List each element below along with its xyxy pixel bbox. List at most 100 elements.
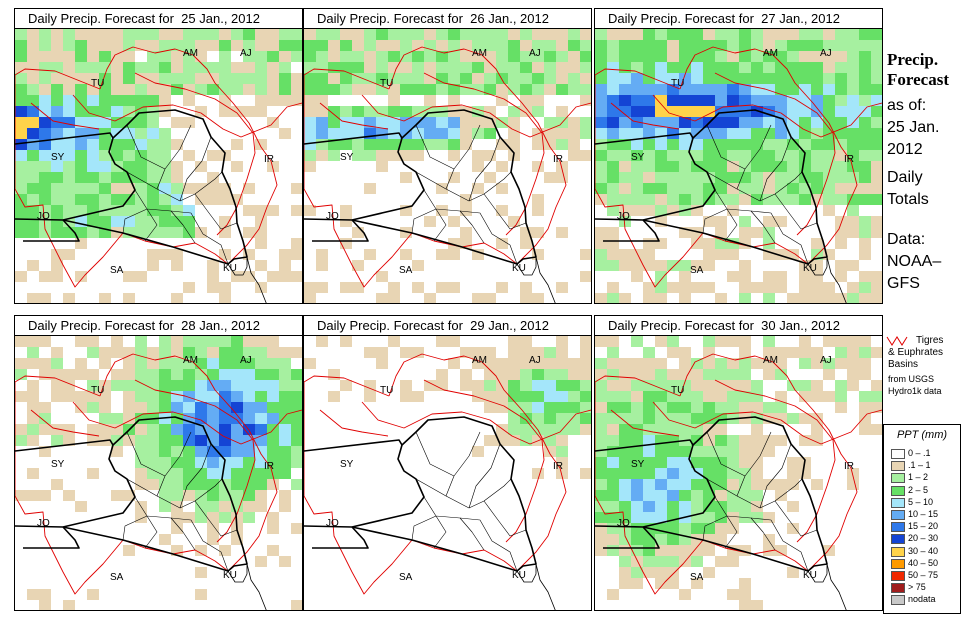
country-label: SY [340, 459, 354, 470]
legend-label: .1 – 1 [908, 460, 931, 471]
country-label: TU [671, 385, 684, 396]
legend-label: 50 – 75 [908, 570, 939, 580]
legend-swatch [891, 522, 905, 533]
legend-title: PPT (mm) [896, 429, 948, 441]
country-label: SY [631, 152, 645, 163]
legend-swatch [891, 510, 905, 520]
country-label: AM [472, 48, 487, 59]
sidebar-totals: Daily Totals [887, 169, 929, 208]
country-label: TU [91, 385, 104, 396]
country-label: IR [553, 461, 563, 472]
country-label: JO [617, 518, 630, 529]
country-label: IR [844, 154, 854, 165]
legend-swatch [891, 595, 905, 606]
panel-title: Daily Precip. Forecast for 27 Jan., 2012 [595, 9, 882, 29]
country-label: TU [91, 78, 104, 89]
precip-grid [304, 336, 591, 479]
country-label: AM [763, 355, 778, 366]
legend-swatch [891, 497, 905, 508]
legend-label: 15 – 20 [908, 521, 939, 532]
legend-swatch [891, 461, 905, 472]
legend-label: > 75 [908, 582, 926, 593]
country-label: KU [803, 570, 817, 581]
legend-label: 0 – .1 [908, 448, 931, 458]
country-label: AM [183, 355, 198, 366]
panel-title: Daily Precip. Forecast for 26 Jan., 2012 [304, 9, 591, 29]
panel-title: Daily Precip. Forecast for 30 Jan., 2012 [595, 316, 882, 336]
country-label: IR [844, 461, 854, 472]
country-label: TU [380, 385, 393, 396]
forecast-panel-6: Daily Precip. Forecast for 30 Jan., 2012… [594, 315, 883, 611]
country-label: KU [223, 263, 237, 274]
country-label: AJ [529, 48, 541, 59]
country-label: IR [553, 154, 563, 165]
forecast-panel-4: Daily Precip. Forecast for 28 Jan., 2012… [14, 315, 303, 611]
panel-title: Daily Precip. Forecast for 28 Jan., 2012 [15, 316, 302, 336]
country-label: SA [399, 572, 413, 583]
precip-map-svg: AM AJ TU SY IR JO SA KU [595, 29, 882, 303]
country-label: JO [326, 211, 339, 222]
country-label: AM [763, 48, 778, 59]
country-label: JO [37, 211, 50, 222]
legend-label: 5 – 10 [908, 496, 934, 507]
country-label: IR [264, 154, 274, 165]
panel-title: Daily Precip. Forecast for 29 Jan., 2012 [304, 316, 591, 336]
precip-map: AM AJ TU SY IR JO SA KU [15, 29, 302, 303]
legend-label: 2 – 5 [908, 484, 929, 495]
precip-grid [595, 336, 882, 610]
country-label: AM [183, 48, 198, 59]
sidebar-asof: as of: 25 Jan. 2012 [887, 97, 940, 158]
country-label: AJ [529, 355, 541, 366]
precip-grid [15, 336, 302, 610]
legend-swatch [891, 571, 905, 581]
precip-map-svg: AM AJ TU SY IR JO SA KU [304, 29, 591, 303]
legend-label: 1 – 2 [908, 472, 929, 483]
country-label: SY [340, 152, 354, 163]
country-label: AM [472, 355, 487, 366]
country-label: AJ [240, 48, 252, 59]
forecast-panel-3: Daily Precip. Forecast for 27 Jan., 2012… [594, 8, 883, 304]
precip-map: AM AJ TU SY IR JO SA KU [304, 29, 591, 303]
legend-label: 40 – 50 [908, 557, 939, 568]
legend-label: 20 – 30 [908, 533, 939, 544]
precip-grid [304, 29, 591, 303]
country-label: JO [617, 211, 630, 222]
country-label: AJ [240, 355, 252, 366]
panel-title: Daily Precip. Forecast for 25 Jan., 2012 [15, 9, 302, 29]
country-label: JO [326, 518, 339, 529]
sidebar-title: Precip. Forecast [887, 50, 949, 89]
forecast-panel-5: Daily Precip. Forecast for 29 Jan., 2012… [303, 315, 592, 611]
precip-map: AM AJ TU SY IR JO SA KU [15, 336, 302, 610]
precip-map: AM AJ TU SY IR JO SA KU [304, 336, 591, 610]
legend-swatch [891, 583, 905, 594]
country-label: SA [399, 265, 413, 276]
country-label: SY [51, 152, 65, 163]
precip-map: AM AJ TU SY IR JO SA KU [595, 336, 882, 610]
country-label: TU [671, 78, 684, 89]
country-label: SA [690, 265, 704, 276]
country-label: SY [51, 459, 65, 470]
legend-swatch [891, 485, 905, 496]
legend-label: 30 – 40 [908, 545, 939, 556]
legend-label: nodata [908, 594, 936, 605]
precip-grid [15, 29, 302, 303]
country-label: KU [223, 570, 237, 581]
precip-map-svg: AM AJ TU SY IR JO SA KU [15, 29, 302, 303]
country-label: AJ [820, 48, 832, 59]
country-label: SA [690, 572, 704, 583]
precip-map-svg: AM AJ TU SY IR JO SA KU [304, 336, 591, 610]
country-label: TU [380, 78, 393, 89]
country-label: KU [803, 263, 817, 274]
country-label: KU [512, 570, 526, 581]
country-label: SY [631, 459, 645, 470]
precip-map-svg: AM AJ TU SY IR JO SA KU [595, 336, 882, 610]
country-label: KU [512, 263, 526, 274]
basin-line-icon [886, 336, 908, 346]
legend-swatch [891, 473, 905, 484]
country-label: SA [110, 572, 124, 583]
country-label: IR [264, 461, 274, 472]
country-label: AJ [820, 355, 832, 366]
legend-swatch [891, 558, 905, 569]
country-label: SA [110, 265, 124, 276]
